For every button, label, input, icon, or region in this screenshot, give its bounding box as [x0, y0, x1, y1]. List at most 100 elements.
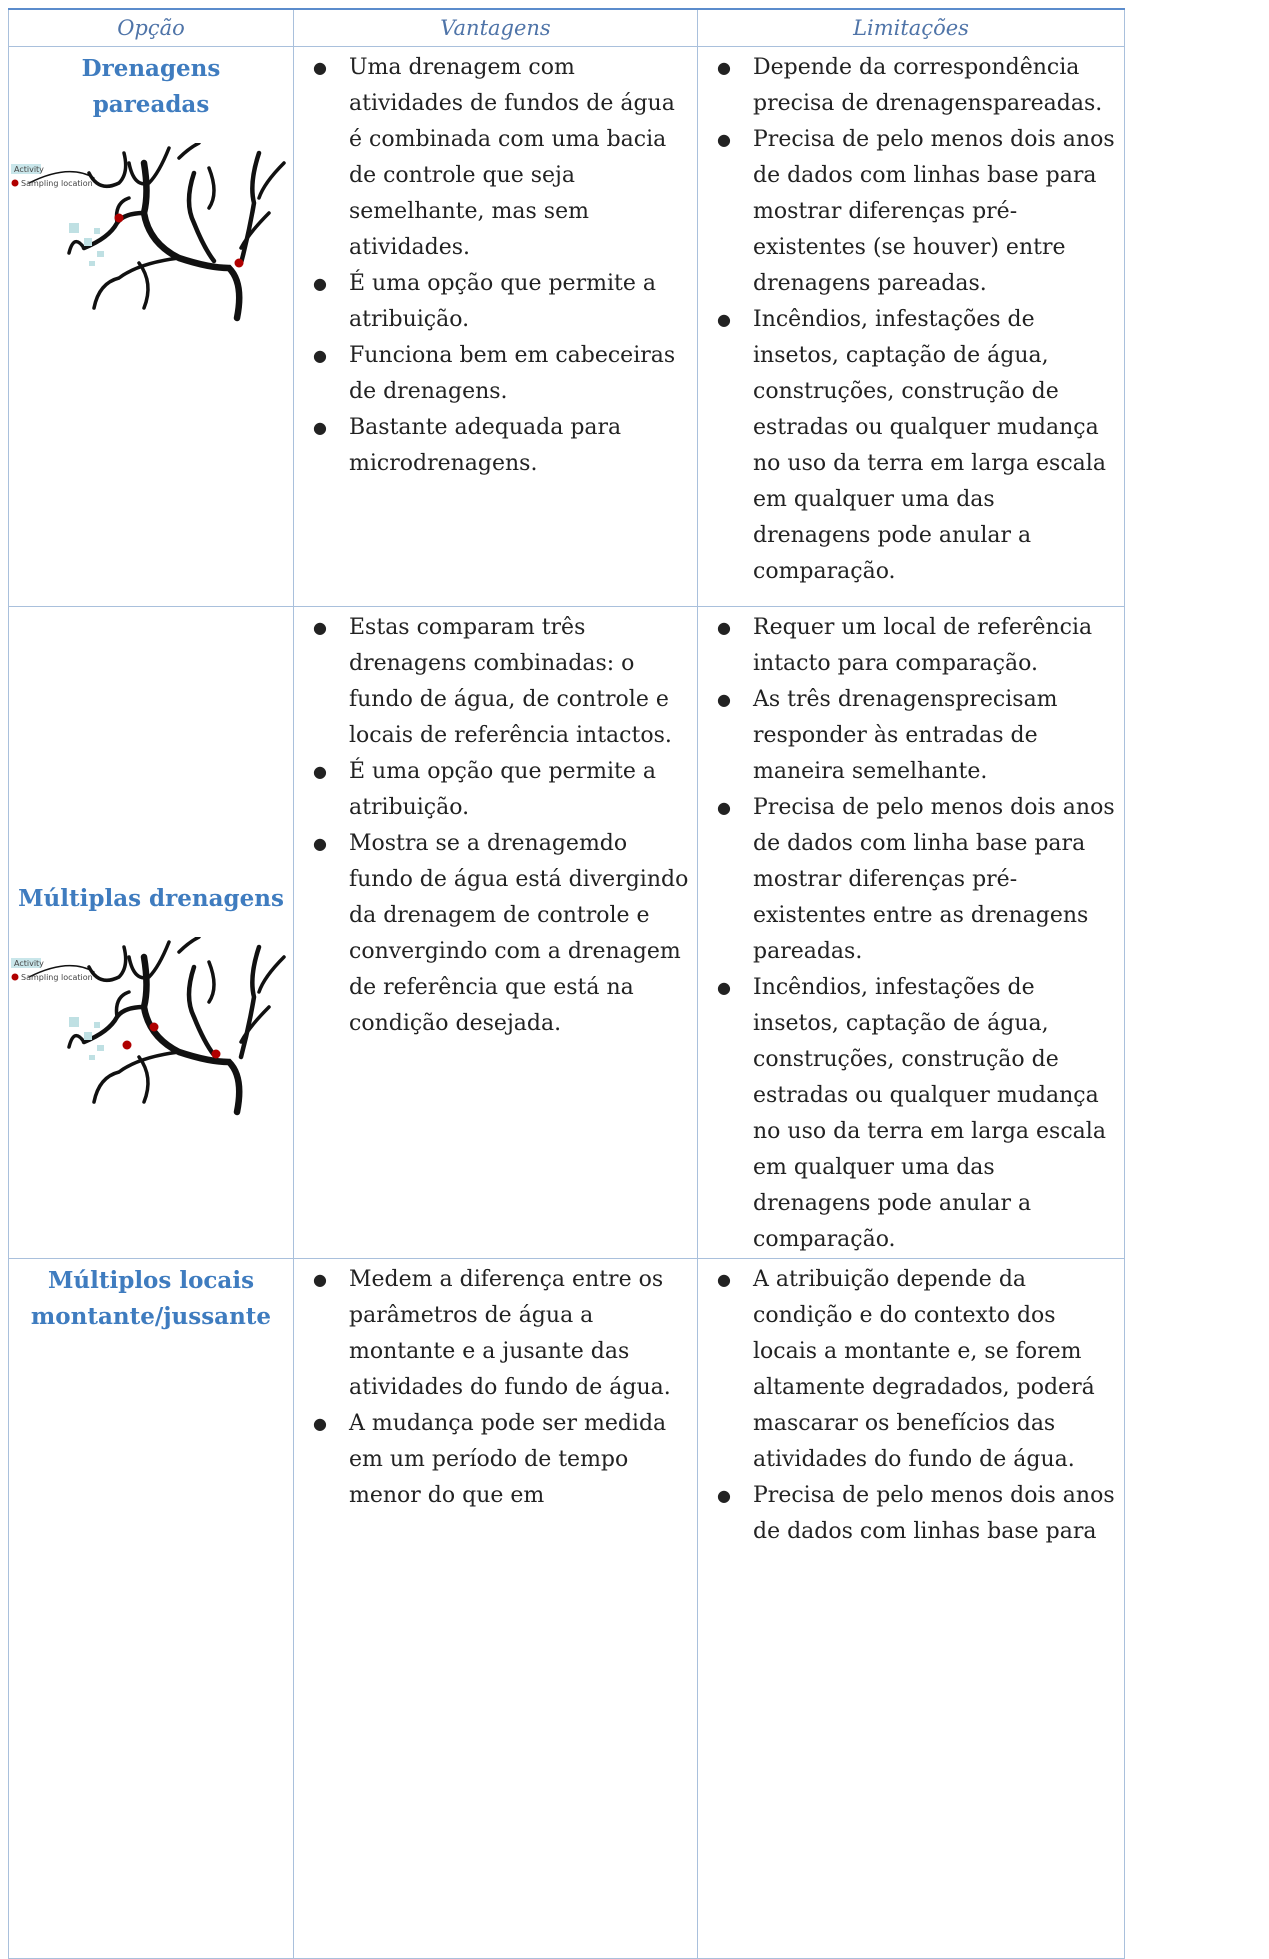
advantages-cell: Medem a diferença entre os parâmetros de…: [293, 1258, 698, 1959]
option-cell: Múltiplos locais montante/jussante: [8, 1258, 294, 1959]
stream: [67, 239, 86, 255]
bullet-item: É uma opção que permite a atribuição.: [313, 754, 691, 826]
bullet-item: Precisa de pelo menos dois anos de dados…: [717, 1478, 1118, 1550]
stream-illustration: Activity Sampling location: [11, 937, 286, 1116]
stream: [186, 170, 217, 264]
advantages-cell: Uma drenagem com atividades de fundos de…: [293, 46, 698, 607]
stream: [28, 170, 95, 184]
activity-patch: [97, 251, 104, 257]
stream: [186, 964, 217, 1058]
header-cell: Opção: [8, 8, 294, 47]
bullet-item: A atribuição depende da condição e do co…: [717, 1262, 1118, 1478]
stream: [257, 955, 286, 994]
bullet-item: Incêndios, infestações de insetos, capta…: [717, 302, 1118, 590]
sampling-point: [234, 258, 244, 268]
legend-label: Activity: [14, 959, 44, 968]
stream: [28, 964, 95, 978]
stream: [92, 256, 181, 310]
activity-patch: [89, 1055, 95, 1060]
bullet-item: Medem a diferença entre os parâmetros de…: [313, 1262, 691, 1406]
page: Opções de monitoramento {"table": { "hea…: [0, 0, 1269, 1769]
limitations-list: A atribuição depende da condição e do co…: [698, 1259, 1124, 1550]
bullet-item: As três drenagensprecisam responder às e…: [717, 682, 1118, 790]
stream: [87, 945, 128, 983]
legend-dot: [11, 973, 19, 981]
stream: [67, 1033, 86, 1049]
stream: [177, 937, 201, 954]
stream: [238, 150, 262, 266]
activity-patch: [69, 223, 79, 233]
header-row: Opção Vantagens Limitações: [8, 8, 1125, 47]
advantages-cell: Estas comparam três drenagens combinadas…: [293, 606, 698, 1259]
stream: [257, 161, 286, 200]
bullet-item: Precisa de pelo menos dois anos de dados…: [717, 122, 1118, 302]
activity-patch: [97, 1045, 104, 1051]
bullet-item: A mudança pode ser medida em um período …: [313, 1406, 691, 1514]
bullet-item: É uma opção que permite a atribuição.: [313, 266, 691, 338]
bullet-item: Mostra se a drenagemdo fundo de água est…: [313, 826, 691, 1042]
advantages-list: Uma drenagem com atividades de fundos de…: [294, 47, 697, 482]
stream: [81, 1004, 147, 1045]
stream-illustration: Activity Sampling location: [11, 143, 286, 322]
stream: [239, 211, 271, 250]
bullet-item: Depende da correspondência precisa de dr…: [717, 50, 1118, 122]
header-cell: Limitações: [697, 8, 1125, 47]
legend-dot: [11, 179, 19, 187]
activity-patch: [94, 228, 100, 234]
stream: [92, 1050, 181, 1104]
stream: [238, 944, 262, 1060]
bullet-item: Incêndios, infestações de insetos, capta…: [717, 970, 1118, 1258]
bullet-item: Bastante adequada para microdrenagens.: [313, 410, 691, 482]
option-title: Múltiplas drenagens: [9, 611, 293, 917]
bullet-item: Requer um local de referência intacto pa…: [717, 610, 1118, 682]
stream: [137, 1055, 150, 1104]
legend-swatch: [11, 958, 41, 968]
option-title-line: Múltiplas drenagens: [18, 885, 284, 912]
table-row: Múltiplos locais montante/jussante Medem a…: [8, 1258, 1125, 1959]
stream: [207, 960, 216, 1004]
activity-patch: [84, 238, 92, 246]
stream: [81, 210, 147, 251]
body: Opção Vantagens Limitações Drenagens pare…: [0, 0, 1269, 1769]
stream: [239, 1005, 271, 1044]
option-title-line: Drenagens: [81, 55, 221, 82]
stream: [87, 151, 128, 189]
bullet-item: Precisa de pelo menos dois anos de dados…: [717, 790, 1118, 970]
legend-swatch: [11, 164, 41, 174]
stream: [137, 261, 150, 310]
legend-label: Activity: [14, 165, 44, 174]
table-row: Drenagens pareadas Activity Sampling locati…: [8, 46, 1125, 607]
option-cell: Múltiplas drenagens Activity Sampling loca…: [8, 606, 294, 1259]
activity-patch: [89, 261, 95, 266]
limitations-list: Requer um local de referência intacto pa…: [698, 607, 1124, 1258]
stream: [177, 143, 201, 160]
activity-patch: [84, 1032, 92, 1040]
stream: [127, 940, 171, 980]
limitations-list: Depende da correspondência precisa de dr…: [698, 47, 1124, 590]
legend-label: Sampling location: [21, 973, 93, 982]
option-title-line: pareadas: [92, 91, 210, 118]
bullet-item: Uma drenagem com atividades de fundos de…: [313, 50, 691, 266]
sampling-point: [122, 1040, 132, 1050]
option-title: Drenagens pareadas: [9, 51, 293, 123]
stream: [207, 166, 216, 210]
option-title: Múltiplos locais montante/jussante: [9, 1263, 293, 1335]
bullet-item: Estas comparam três drenagens combinadas…: [313, 610, 691, 754]
legend-label: Sampling location: [21, 179, 93, 188]
option-cell: Drenagens pareadas Activity Sampling locati…: [8, 46, 294, 607]
limitations-cell: Depende da correspondência precisa de dr…: [697, 46, 1125, 607]
activity-patch: [69, 1017, 79, 1027]
bullet-item: Funciona bem em cabeceiras de drenagens.: [313, 338, 691, 410]
option-title-line: montante/jussante: [30, 1303, 272, 1330]
options-table: Opção Vantagens Limitações Drenagens pare…: [8, 8, 1125, 1959]
advantages-list: Medem a diferença entre os parâmetros de…: [294, 1259, 697, 1514]
stream: [114, 990, 131, 1019]
sampling-point: [211, 1049, 221, 1059]
option-title-line: Múltiplos locais: [47, 1267, 255, 1294]
table-row: Múltiplas drenagens Activity Sampling loca…: [8, 606, 1125, 1259]
activity-patch: [94, 1022, 100, 1028]
header-cell: Vantagens: [293, 8, 698, 47]
limitations-cell: Requer um local de referência intacto pa…: [697, 606, 1125, 1259]
sampling-point: [114, 213, 124, 223]
sampling-point: [149, 1022, 159, 1032]
